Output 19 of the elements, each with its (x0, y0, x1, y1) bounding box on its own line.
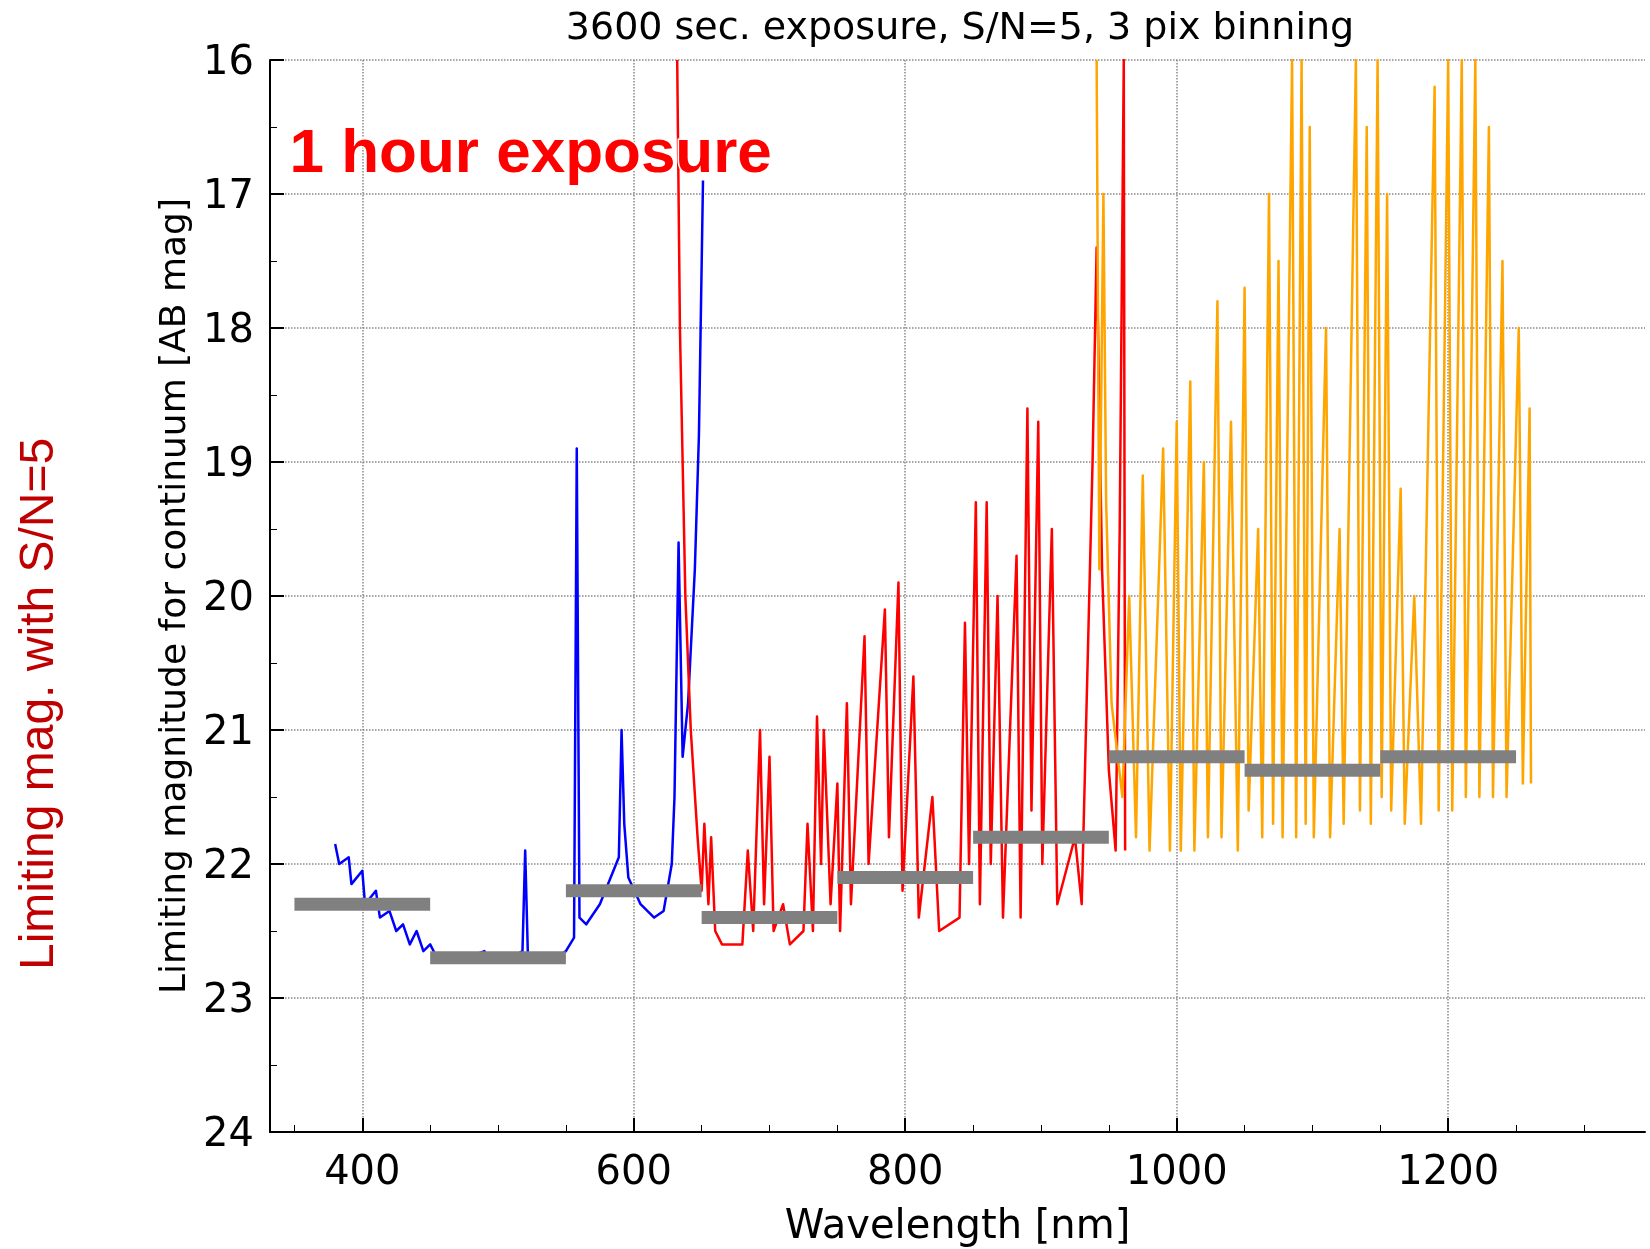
y-tick-label: 21 (203, 707, 254, 753)
y-tick-label: 17 (203, 171, 254, 217)
x-tick-label: 400 (324, 1147, 401, 1193)
x-tick-label: 1200 (1397, 1147, 1500, 1193)
y-tick-label: 19 (203, 439, 254, 485)
y-tick-label: 24 (203, 1109, 254, 1155)
chart-title: 3600 sec. exposure, S/N=5, 3 pix binning (565, 4, 1355, 48)
text: Limiting mag. with S/N=5 (9, 437, 63, 970)
y-tick-label: 16 (203, 37, 254, 83)
y-tick-label: 23 (203, 975, 254, 1021)
y-tick-label: 18 (203, 305, 254, 351)
x-axis-title: Wavelength [nm] (784, 1201, 1131, 1247)
y-tick-label: 22 (203, 841, 254, 887)
x-tick-label: 800 (867, 1147, 944, 1193)
x-tick-label: 600 (595, 1147, 672, 1193)
line-series (1095, 58, 1533, 852)
y-tick-label: 20 (203, 573, 254, 619)
x-tick-label: 1000 (1125, 1147, 1228, 1193)
y-axis-title: Limiting magnitude for continuum [AB mag] (151, 197, 193, 995)
